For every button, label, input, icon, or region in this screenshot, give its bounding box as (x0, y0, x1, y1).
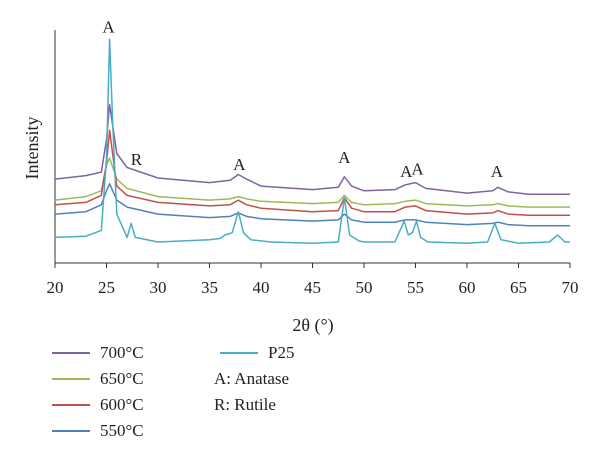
y-axis-title: Intensity (22, 117, 42, 180)
x-tick-label: 60 (459, 278, 476, 297)
legend-label-700: 700°C (100, 343, 144, 362)
legend-swatch-600 (52, 404, 90, 406)
legend-label-550: 550°C (100, 421, 144, 440)
legend-swatch-550 (52, 430, 90, 432)
x-tick-label: 70 (562, 278, 579, 297)
legend-label-650: 650°C (100, 369, 144, 388)
x-tick-label: 45 (304, 278, 321, 297)
peak-label: A (411, 159, 424, 178)
peak-label: A (102, 17, 115, 36)
peak-label: R (131, 150, 143, 169)
x-tick-label: 50 (356, 278, 373, 297)
x-tick-label: 20 (47, 278, 64, 297)
series-line-1 (54, 157, 570, 208)
x-tick-label: 30 (150, 278, 167, 297)
peak-label: A (491, 162, 504, 181)
peak-label: A (400, 162, 413, 181)
x-axis-title: 2θ (°) (292, 315, 333, 336)
peak-label: A (338, 148, 351, 167)
axes: 20 25 30 35 40 45 50 55 60 65 70 (47, 30, 579, 297)
x-tick-label: 35 (201, 278, 218, 297)
series-line-3 (54, 183, 570, 227)
legend-label-p25: P25 (268, 343, 295, 362)
legend: 700°C 650°C 600°C 550°C P25 A: Anatase R… (52, 342, 352, 447)
peak-label: A (233, 155, 246, 174)
peak-annotations: AR A AA A A (102, 17, 503, 180)
legend-swatch-700 (52, 352, 90, 354)
x-tick-label: 25 (98, 278, 115, 297)
series-line-2 (54, 129, 570, 216)
legend-label-600: 600°C (100, 395, 144, 414)
note-anatase: A: Anatase (214, 369, 290, 388)
x-tick-label: 65 (510, 278, 527, 297)
series-lines (54, 38, 570, 244)
series-line-4 (54, 38, 570, 244)
legend-swatch-p25 (220, 352, 258, 354)
legend-swatch-650 (52, 378, 90, 380)
x-tick-label: 55 (407, 278, 424, 297)
x-tick-label: 40 (253, 278, 270, 297)
note-rutile: R: Rutile (214, 395, 276, 414)
